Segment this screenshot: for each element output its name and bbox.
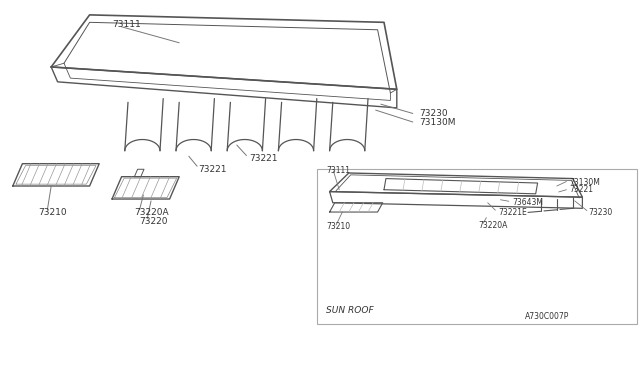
Text: 73111: 73111: [112, 20, 141, 29]
Text: 73220: 73220: [140, 217, 168, 226]
Text: 73210: 73210: [38, 208, 67, 217]
Bar: [317, 169, 637, 324]
Text: 73221E: 73221E: [498, 208, 527, 217]
Text: A730C007P: A730C007P: [525, 312, 569, 321]
Text: 73220A: 73220A: [134, 208, 169, 217]
Text: 73230: 73230: [419, 109, 448, 118]
Text: 73220A: 73220A: [479, 221, 508, 230]
Text: 73111: 73111: [326, 166, 351, 174]
Text: 73221: 73221: [198, 165, 227, 174]
Text: 73221: 73221: [250, 154, 278, 163]
Text: 73230: 73230: [589, 208, 613, 217]
Text: 73210: 73210: [326, 222, 351, 231]
Text: 73130M: 73130M: [570, 178, 600, 187]
Text: 73221: 73221: [570, 185, 594, 194]
Text: 73643M: 73643M: [512, 198, 543, 207]
Text: 73130M: 73130M: [419, 118, 456, 127]
Text: SUN ROOF: SUN ROOF: [326, 306, 374, 315]
